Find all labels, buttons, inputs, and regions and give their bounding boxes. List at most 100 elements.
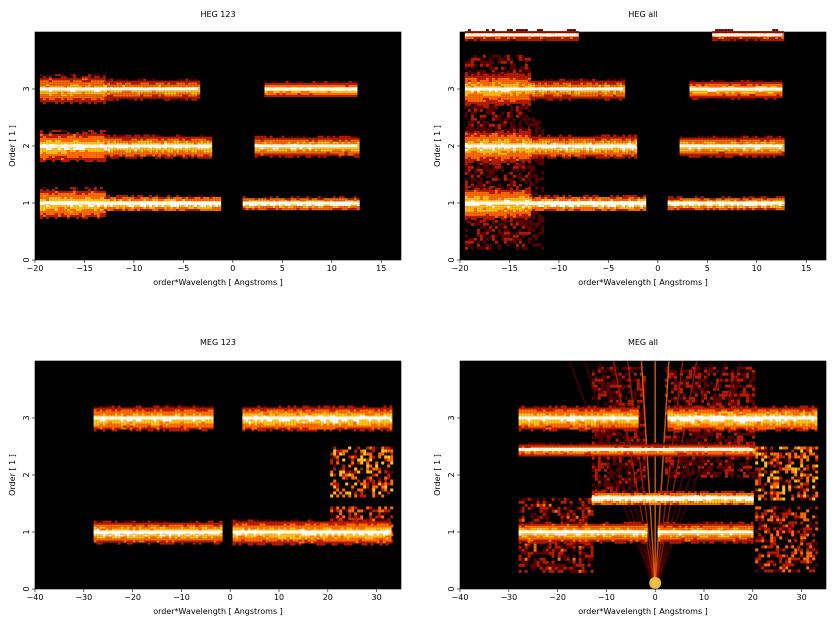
- y-tick-label: 2: [447, 143, 456, 148]
- x-tick-label: −20: [27, 264, 44, 273]
- y-tick-label: 0: [22, 586, 31, 591]
- x-tick-label: −10: [125, 264, 142, 273]
- x-tick-label: 10: [752, 264, 762, 273]
- y-axis-label: Order [ 1 ]: [433, 454, 442, 496]
- x-axis-label: order*Wavelength [ Angstroms ]: [153, 607, 283, 616]
- scatter-block-0: [330, 446, 394, 498]
- scatter-block-3: [755, 446, 819, 501]
- heatmap-image: [464, 29, 785, 250]
- order-band-1: [104, 195, 222, 211]
- y-tick-label: 0: [447, 586, 456, 591]
- x-tick-label: −10: [550, 264, 567, 273]
- order-band-4: [518, 405, 639, 432]
- y-axis-label: Order [ 1 ]: [433, 125, 442, 167]
- x-tick-label: −20: [452, 264, 469, 273]
- y-axis-label: Order [ 1 ]: [8, 454, 17, 496]
- x-tick-label: −15: [76, 264, 93, 273]
- x-tick-label: −30: [75, 593, 92, 602]
- order-band-2: [591, 491, 754, 505]
- scatter-block-4: [755, 506, 819, 573]
- x-tick-label: −10: [598, 593, 615, 602]
- x-tick-label: 20: [323, 593, 333, 602]
- panel-title: MEG all: [628, 338, 658, 347]
- y-tick-label: 2: [22, 143, 31, 148]
- x-tick-label: 20: [748, 593, 758, 602]
- x-tick-label: 0: [653, 593, 658, 602]
- order-band-5: [254, 135, 360, 158]
- order-band-0: [464, 185, 531, 222]
- x-tick-label: −20: [549, 593, 566, 602]
- order-band-5: [667, 405, 818, 432]
- x-tick-label: −5: [602, 264, 614, 273]
- order-band-0: [93, 520, 223, 545]
- order-band-3: [242, 405, 393, 432]
- y-tick-label: 2: [22, 472, 31, 477]
- x-tick-label: −30: [500, 593, 517, 602]
- y-tick-label: 3: [22, 415, 31, 420]
- order-band-7: [104, 78, 201, 101]
- order-band-6: [39, 74, 106, 105]
- heatmap-image: [518, 360, 819, 590]
- order-band-2: [242, 196, 360, 211]
- order-band-0: [39, 187, 106, 219]
- order-band-4: [529, 134, 638, 159]
- order-band-9: [464, 29, 579, 42]
- y-axis-label: Order [ 1 ]: [8, 125, 17, 167]
- order-band-7: [529, 78, 626, 101]
- x-tick-label: 5: [705, 264, 710, 273]
- panel-1: HEG all −20 −15 −10 −5 0 5 10 15 0 1 2 3 order*Wavele…: [433, 10, 827, 287]
- y-tick-label: 3: [22, 86, 31, 91]
- order-band-4: [104, 134, 213, 159]
- panel-2: MEG 123 −40 −30 −20 −10 0 10 20 30 0 1 2 3 order*Wave…: [8, 338, 402, 616]
- x-tick-label: −40: [27, 593, 44, 602]
- x-tick-label: −10: [173, 593, 190, 602]
- x-tick-label: 0: [228, 593, 233, 602]
- y-tick-label: 1: [22, 200, 31, 205]
- x-tick-label: 10: [699, 593, 709, 602]
- x-tick-label: 0: [655, 264, 660, 273]
- order-band-5: [679, 135, 785, 158]
- x-tick-label: 10: [274, 593, 284, 602]
- y-tick-label: 1: [22, 529, 31, 534]
- y-tick-label: 3: [447, 86, 456, 91]
- order-band-1: [529, 195, 647, 211]
- order-band-2: [93, 405, 214, 432]
- x-axis-label: order*Wavelength [ Angstroms ]: [578, 278, 708, 287]
- order-band-3: [518, 442, 756, 457]
- x-tick-label: 0: [230, 264, 235, 273]
- x-axis-label: order*Wavelength [ Angstroms ]: [153, 278, 283, 287]
- x-tick-label: −15: [501, 264, 518, 273]
- order-band-6: [464, 71, 531, 108]
- x-tick-label: −20: [124, 593, 141, 602]
- y-tick-label: 0: [447, 257, 456, 262]
- panel-title: HEG all: [628, 10, 657, 19]
- heatmap-image: [39, 74, 360, 219]
- order-band-3: [39, 130, 106, 162]
- y-tick-label: 1: [447, 200, 456, 205]
- x-tick-label: 15: [376, 264, 386, 273]
- panel-title: MEG 123: [200, 338, 236, 347]
- order-band-3: [464, 128, 531, 165]
- x-tick-label: 15: [801, 264, 811, 273]
- panel-0: HEG 123 −20 −15 −10 −5 0 5 10 15 0 1 2 3 order*Wavele…: [8, 10, 402, 287]
- order-band-1: [232, 519, 392, 546]
- x-tick-label: −5: [177, 264, 189, 273]
- order-band-8: [264, 81, 358, 97]
- y-tick-label: 1: [447, 529, 456, 534]
- x-tick-label: 30: [797, 593, 807, 602]
- panel-3: MEG all −40 −30 −20 −10 0 10 20 30 0 1 2 3 order*Wave…: [433, 338, 827, 616]
- panel-title: HEG 123: [200, 10, 235, 19]
- x-tick-label: 30: [372, 593, 382, 602]
- heatmap-image: [93, 405, 394, 546]
- order-band-2: [667, 196, 785, 211]
- wedge-0: [568, 360, 742, 590]
- order-band-10: [712, 29, 785, 42]
- order-band-8: [689, 79, 783, 100]
- x-tick-label: 5: [280, 264, 285, 273]
- order-band-1: [657, 521, 754, 544]
- x-tick-label: −40: [452, 593, 469, 602]
- x-tick-label: 10: [327, 264, 337, 273]
- y-tick-label: 2: [447, 472, 456, 477]
- y-tick-label: 3: [447, 415, 456, 420]
